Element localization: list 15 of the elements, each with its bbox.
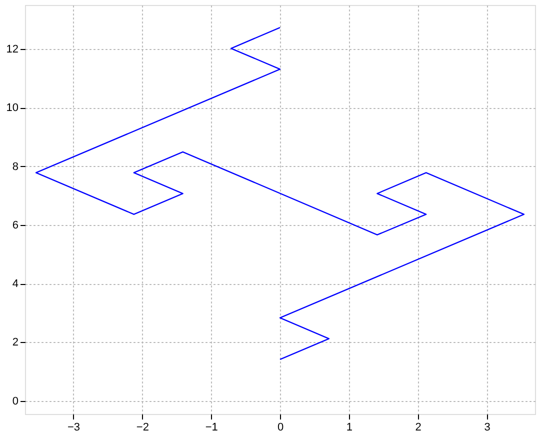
x-tick-label: 2: [415, 422, 422, 434]
x-tick-label: −3: [67, 422, 80, 434]
y-tick-label: 10: [6, 102, 18, 114]
y-tick-label: 2: [12, 336, 18, 349]
x-tick-label: 3: [484, 422, 490, 434]
y-tick-label: 8: [12, 160, 18, 173]
x-tick-label: 1: [346, 422, 352, 434]
y-tick-label: 6: [12, 219, 18, 232]
x-tick-label: 0: [277, 422, 284, 434]
x-tick-label: −1: [205, 422, 218, 434]
line-series: [35, 26, 525, 360]
y-tick-label: 4: [12, 278, 18, 290]
x-tick-label: −2: [136, 422, 149, 434]
y-tick-label: 12: [6, 43, 18, 56]
y-tick-label: 0: [12, 395, 18, 408]
